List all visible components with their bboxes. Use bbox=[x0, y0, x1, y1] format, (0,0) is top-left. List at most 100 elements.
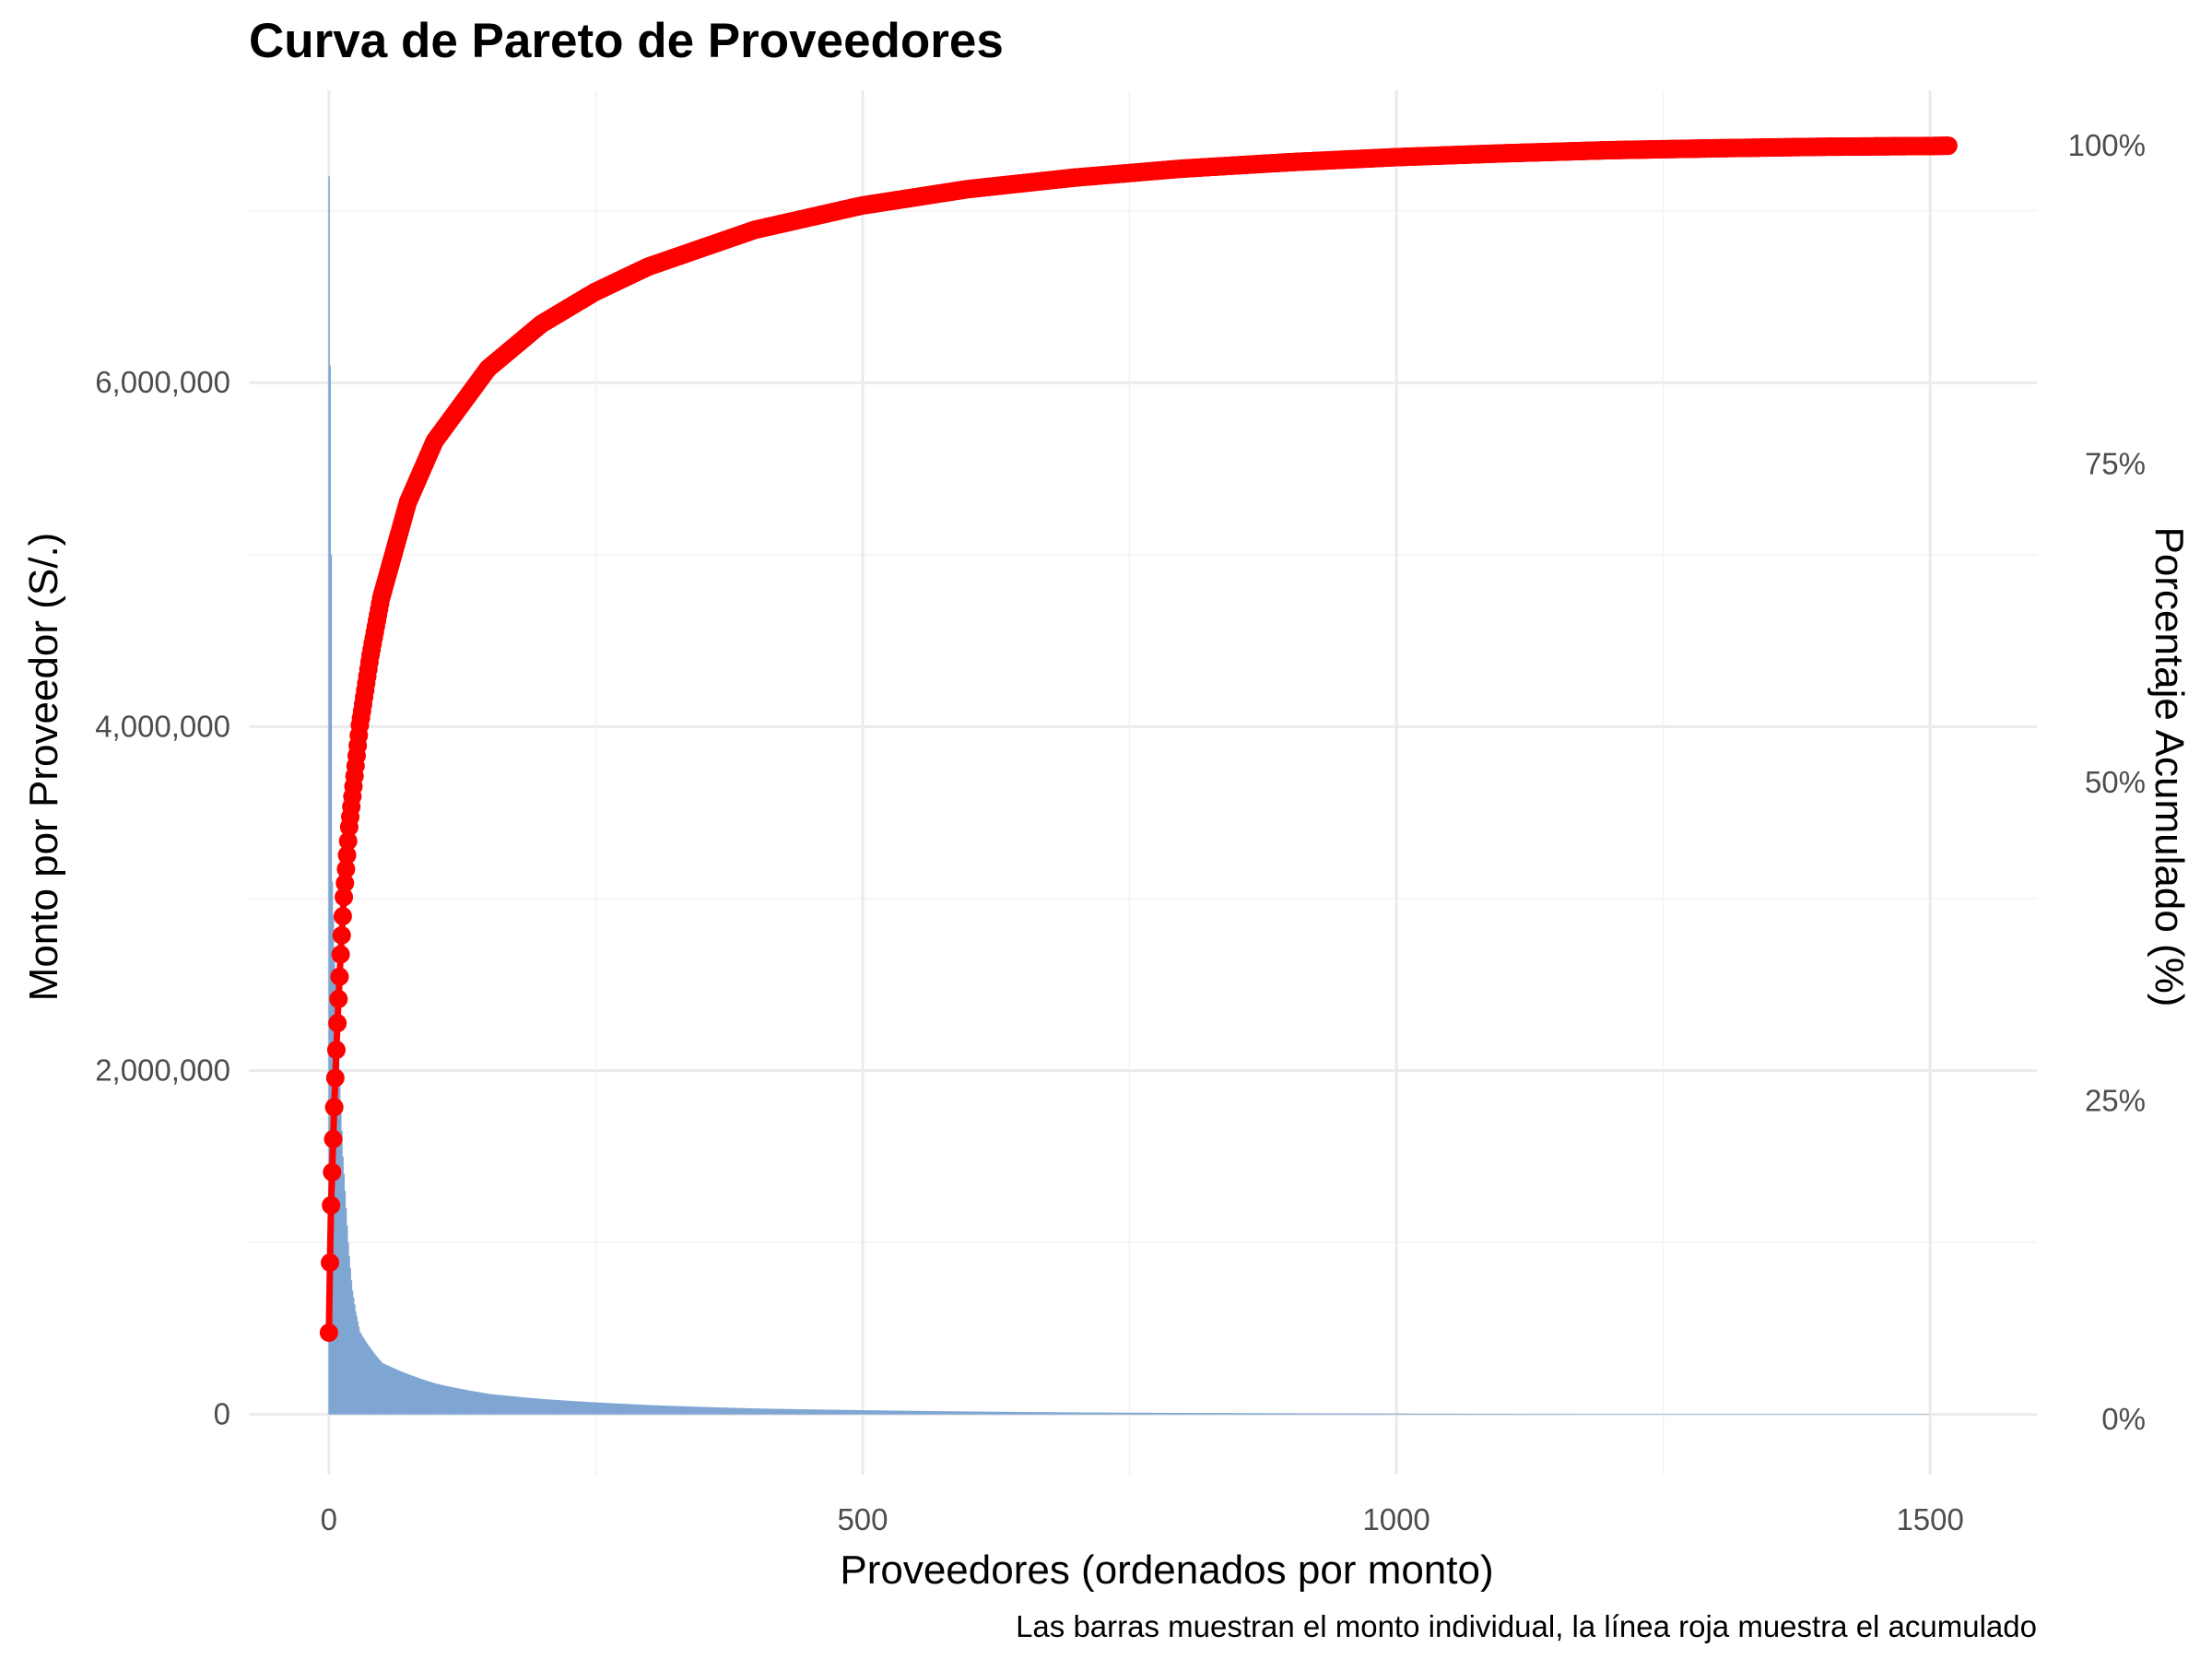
bar bbox=[1148, 1412, 1151, 1415]
bar bbox=[607, 1403, 610, 1415]
bar bbox=[1208, 1413, 1211, 1415]
bar bbox=[773, 1408, 775, 1415]
bar bbox=[1165, 1412, 1167, 1415]
bar bbox=[1495, 1414, 1497, 1415]
bar bbox=[1236, 1413, 1239, 1415]
bar bbox=[1327, 1413, 1329, 1415]
bar bbox=[645, 1405, 647, 1415]
bar bbox=[1242, 1413, 1245, 1415]
bar bbox=[870, 1410, 873, 1415]
bar bbox=[1523, 1414, 1524, 1415]
bar bbox=[787, 1408, 789, 1415]
bar bbox=[1330, 1413, 1333, 1415]
bar bbox=[1539, 1414, 1542, 1415]
bar bbox=[348, 1256, 350, 1415]
bar bbox=[547, 1399, 549, 1415]
bar bbox=[863, 1410, 865, 1415]
bar bbox=[1087, 1412, 1089, 1415]
bar bbox=[1079, 1412, 1082, 1415]
bar bbox=[759, 1408, 761, 1415]
bar bbox=[810, 1409, 813, 1415]
bar bbox=[1429, 1413, 1430, 1415]
bar bbox=[1018, 1411, 1019, 1415]
bar bbox=[1053, 1412, 1056, 1415]
bar bbox=[1097, 1412, 1099, 1415]
bar bbox=[606, 1403, 609, 1415]
bar bbox=[602, 1403, 605, 1415]
bar bbox=[1423, 1413, 1426, 1415]
bar bbox=[735, 1407, 738, 1415]
bar bbox=[653, 1405, 654, 1415]
bar bbox=[418, 1378, 421, 1415]
bar bbox=[1181, 1413, 1183, 1415]
bar bbox=[713, 1406, 715, 1415]
bar bbox=[924, 1410, 927, 1415]
bar bbox=[409, 1374, 411, 1415]
bar bbox=[1098, 1412, 1100, 1415]
bar bbox=[802, 1409, 805, 1415]
bar bbox=[1092, 1412, 1095, 1415]
bar bbox=[1005, 1411, 1007, 1415]
bar bbox=[754, 1408, 756, 1415]
bar bbox=[1382, 1413, 1385, 1415]
bar bbox=[1398, 1413, 1401, 1415]
bar bbox=[1355, 1413, 1357, 1415]
bar bbox=[1549, 1414, 1551, 1415]
bar bbox=[384, 1364, 387, 1415]
bar bbox=[1552, 1414, 1555, 1415]
bar bbox=[385, 1364, 388, 1415]
bar bbox=[1378, 1413, 1381, 1415]
bar bbox=[1559, 1414, 1562, 1415]
bar bbox=[1256, 1413, 1259, 1415]
bar bbox=[551, 1399, 553, 1415]
bar bbox=[586, 1402, 589, 1415]
bar bbox=[1444, 1413, 1447, 1415]
bar bbox=[1112, 1412, 1115, 1415]
bar bbox=[635, 1404, 638, 1415]
bar bbox=[1393, 1413, 1394, 1415]
bar bbox=[1295, 1413, 1298, 1415]
bar bbox=[389, 1366, 391, 1415]
bar bbox=[1456, 1413, 1459, 1415]
bar bbox=[922, 1410, 924, 1415]
bar bbox=[1309, 1413, 1312, 1415]
bar bbox=[705, 1406, 707, 1415]
bar bbox=[567, 1400, 570, 1415]
bar bbox=[1436, 1413, 1439, 1415]
bar bbox=[1174, 1412, 1177, 1415]
bar bbox=[1521, 1414, 1523, 1415]
bar bbox=[588, 1402, 591, 1415]
bar bbox=[786, 1408, 788, 1415]
y2-tick-label: 0% bbox=[2101, 1402, 2146, 1436]
bar bbox=[463, 1389, 465, 1415]
bar bbox=[739, 1407, 741, 1415]
bar bbox=[677, 1406, 679, 1415]
bar bbox=[671, 1406, 673, 1415]
bar bbox=[1336, 1413, 1339, 1415]
bar bbox=[1139, 1412, 1142, 1415]
bar bbox=[1084, 1412, 1086, 1415]
cumulative-point bbox=[332, 925, 351, 945]
bar bbox=[1524, 1414, 1525, 1415]
bar bbox=[1373, 1413, 1375, 1415]
bar bbox=[836, 1409, 839, 1415]
bar bbox=[804, 1409, 806, 1415]
bar bbox=[1277, 1413, 1279, 1415]
bar bbox=[1273, 1413, 1275, 1415]
bar bbox=[406, 1373, 409, 1415]
bar bbox=[402, 1371, 404, 1415]
bar bbox=[986, 1411, 989, 1415]
bar bbox=[1258, 1413, 1260, 1415]
bar bbox=[1545, 1414, 1547, 1415]
bar bbox=[718, 1407, 720, 1415]
bar bbox=[601, 1402, 604, 1415]
bar bbox=[796, 1408, 799, 1415]
bar bbox=[738, 1407, 740, 1415]
bar bbox=[415, 1376, 417, 1415]
bar bbox=[405, 1372, 407, 1415]
bar bbox=[1157, 1412, 1159, 1415]
bar bbox=[633, 1404, 636, 1415]
bar bbox=[606, 1403, 607, 1415]
bar bbox=[1425, 1413, 1428, 1415]
y2-tick-label: 100% bbox=[2068, 128, 2146, 162]
